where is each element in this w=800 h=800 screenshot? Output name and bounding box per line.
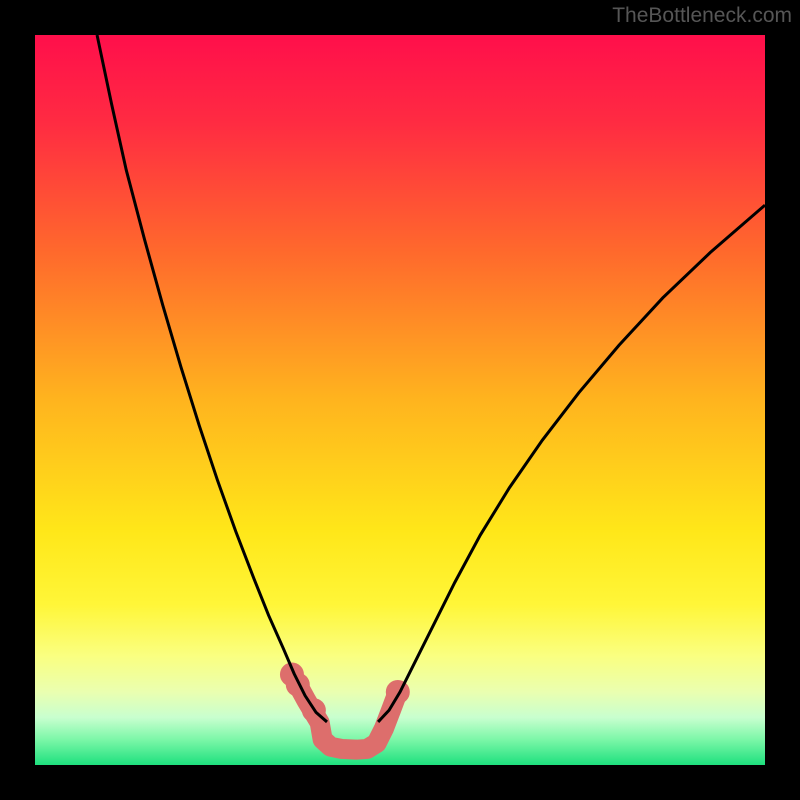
valley-dot <box>286 673 310 697</box>
chart-container: TheBottleneck.com <box>0 0 800 800</box>
chart-plot-bg <box>35 35 765 765</box>
valley-dot <box>386 680 410 704</box>
chart-svg <box>0 0 800 800</box>
